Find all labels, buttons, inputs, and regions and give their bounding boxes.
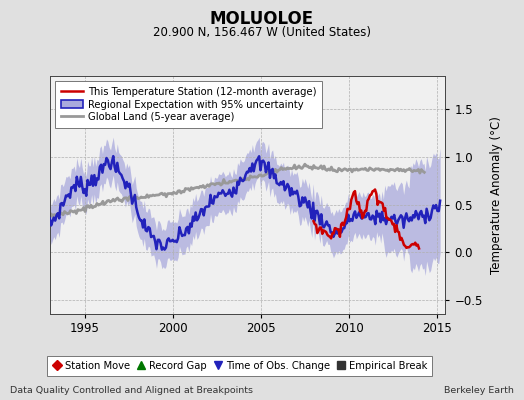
Text: 20.900 N, 156.467 W (United States): 20.900 N, 156.467 W (United States) xyxy=(153,26,371,39)
Text: Berkeley Earth: Berkeley Earth xyxy=(444,386,514,395)
Legend: Station Move, Record Gap, Time of Obs. Change, Empirical Break: Station Move, Record Gap, Time of Obs. C… xyxy=(47,356,432,376)
Y-axis label: Temperature Anomaly (°C): Temperature Anomaly (°C) xyxy=(490,116,503,274)
Text: Data Quality Controlled and Aligned at Breakpoints: Data Quality Controlled and Aligned at B… xyxy=(10,386,254,395)
Text: MOLUOLOE: MOLUOLOE xyxy=(210,10,314,28)
